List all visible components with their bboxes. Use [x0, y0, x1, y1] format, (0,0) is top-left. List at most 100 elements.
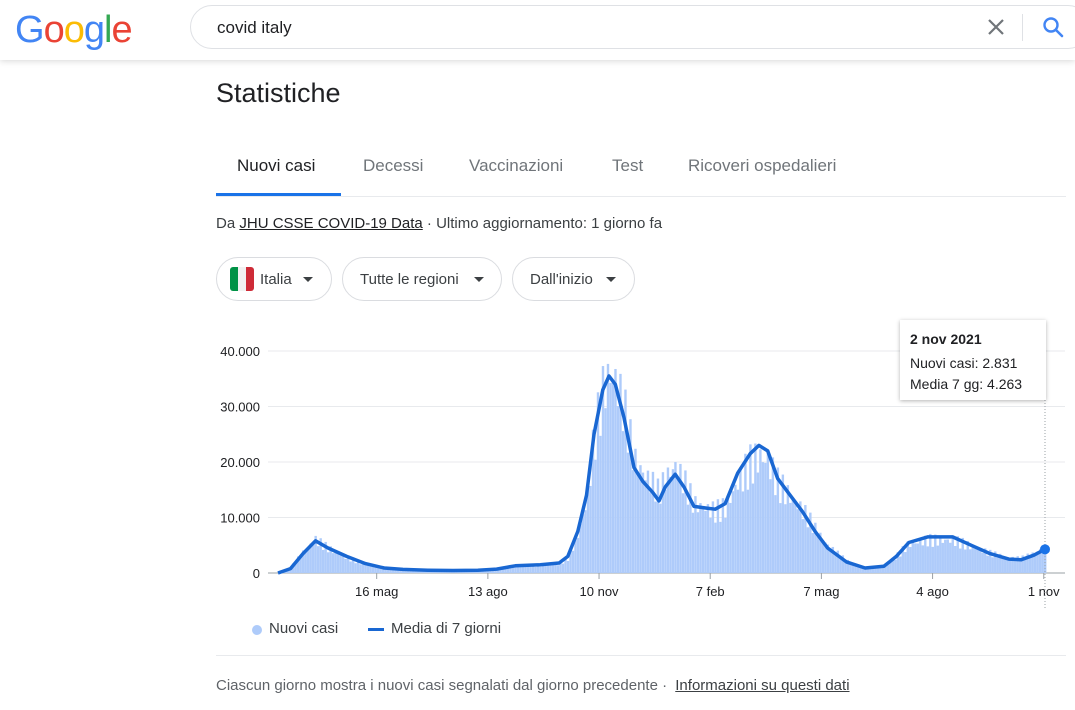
daily-case-bar: [364, 565, 367, 573]
daily-case-bar: [564, 557, 567, 573]
daily-case-bar: [864, 566, 867, 573]
daily-case-bar: [829, 550, 832, 573]
daily-case-bar: [694, 496, 697, 573]
country-filter-label: Italia: [260, 271, 292, 288]
daily-case-bar: [1024, 559, 1027, 573]
x-tick-label: 10 nov: [580, 584, 620, 599]
daily-case-bar: [744, 453, 747, 573]
daily-case-bar: [769, 479, 772, 573]
daily-case-bar: [1001, 557, 1004, 573]
daily-case-bar: [976, 549, 979, 573]
daily-case-bar: [551, 564, 555, 573]
daily-case-bar: [781, 474, 785, 573]
region-filter[interactable]: Tutte le regioni: [342, 257, 502, 301]
daily-case-bar: [679, 463, 682, 573]
y-tick-label: 10.000: [220, 511, 260, 526]
search-divider: [1022, 14, 1023, 41]
y-tick-label: 40.000: [220, 344, 260, 359]
tab-nuovi-casi[interactable]: Nuovi casi: [237, 156, 316, 175]
daily-case-bar: [1021, 555, 1024, 573]
daily-case-bar: [396, 569, 400, 573]
daily-case-bar: [509, 565, 512, 573]
daily-case-bar: [546, 564, 550, 573]
tab-vaccinazioni[interactable]: Vaccinazioni: [469, 156, 564, 175]
daily-case-bar: [756, 472, 760, 573]
daily-case-bar: [636, 473, 640, 573]
tab-test[interactable]: Test: [612, 156, 644, 175]
daily-case-bar: [841, 555, 845, 573]
daily-case-bar: [594, 459, 597, 573]
daily-case-bar: [361, 562, 365, 573]
daily-case-bar: [754, 443, 757, 573]
daily-case-bar: [646, 470, 650, 573]
daily-case-bar: [399, 569, 402, 573]
daily-case-bar: [376, 568, 380, 573]
daily-case-bar: [966, 540, 969, 573]
page-title: Statistiche: [216, 78, 341, 108]
tab-decessi[interactable]: Decessi: [363, 156, 424, 175]
daily-case-bar: [889, 562, 892, 573]
daily-case-bar: [831, 546, 835, 573]
search-input[interactable]: covid italy: [217, 18, 292, 37]
daily-case-bar: [606, 363, 610, 573]
about-data-link[interactable]: Informazioni su questi dati: [675, 677, 850, 694]
y-tick-label: 0: [253, 566, 260, 581]
daily-case-bar: [1044, 544, 1047, 573]
daily-case-bar: [326, 552, 330, 573]
daily-case-bar: [956, 536, 959, 573]
x-tick-label: 16 mag: [355, 584, 398, 599]
daily-case-bar: [524, 566, 527, 573]
daily-case-bar: [341, 554, 345, 573]
daily-case-bar: [359, 564, 362, 573]
google-logo[interactable]: Google: [15, 9, 133, 51]
daily-case-bar: [384, 567, 387, 573]
daily-case-bar: [871, 567, 875, 573]
daily-case-bar: [626, 452, 630, 573]
source-link[interactable]: JHU CSSE COVID-19 Data: [239, 215, 423, 232]
daily-case-bar: [816, 536, 820, 573]
daily-case-bar: [571, 550, 575, 573]
daily-case-bar: [669, 476, 672, 573]
y-tick-label: 30.000: [220, 400, 260, 415]
chevron-down-icon: [474, 277, 484, 282]
daily-case-bar: [874, 565, 877, 573]
search-icon[interactable]: [1041, 15, 1065, 39]
x-tick-label: 7 feb: [696, 584, 725, 599]
daily-case-bar: [629, 419, 632, 573]
daily-case-bar: [614, 368, 617, 573]
daily-case-bar: [409, 570, 412, 573]
daily-case-bar: [631, 470, 635, 573]
daily-case-bar: [414, 570, 417, 573]
daily-case-bar: [404, 570, 407, 573]
daily-case-bar: [826, 544, 830, 573]
daily-case-bar: [301, 550, 305, 573]
daily-case-bar: [996, 557, 999, 573]
daily-case-bar: [644, 480, 647, 573]
daily-case-bar: [684, 470, 687, 573]
daily-case-bar: [709, 517, 712, 573]
daily-case-bar: [676, 479, 680, 573]
daily-case-bar: [649, 492, 652, 573]
daily-case-bar: [759, 449, 762, 573]
daily-case-bar: [944, 539, 947, 573]
tab-ricoveri[interactable]: Ricoveri ospedalieri: [688, 156, 837, 175]
daily-case-bar: [824, 542, 827, 573]
daily-case-bar: [916, 543, 919, 573]
daily-case-bar: [561, 563, 565, 573]
clear-icon[interactable]: [984, 15, 1008, 39]
daily-case-bar: [849, 563, 852, 573]
daily-case-bar: [774, 495, 777, 573]
daily-case-bar: [1036, 551, 1039, 573]
daily-case-bar: [1029, 556, 1032, 573]
search-box[interactable]: covid italy: [190, 5, 1075, 49]
daily-case-bar: [526, 564, 530, 573]
country-filter[interactable]: Italia: [216, 257, 332, 301]
daily-case-bar: [304, 550, 307, 573]
daily-case-bar: [661, 472, 665, 573]
daily-case-bar: [1011, 556, 1014, 573]
daily-case-bar: [329, 546, 332, 573]
moving-average-line: [277, 374, 1046, 575]
range-filter[interactable]: Dall'inizio: [512, 257, 635, 301]
daily-case-bar: [536, 563, 540, 573]
